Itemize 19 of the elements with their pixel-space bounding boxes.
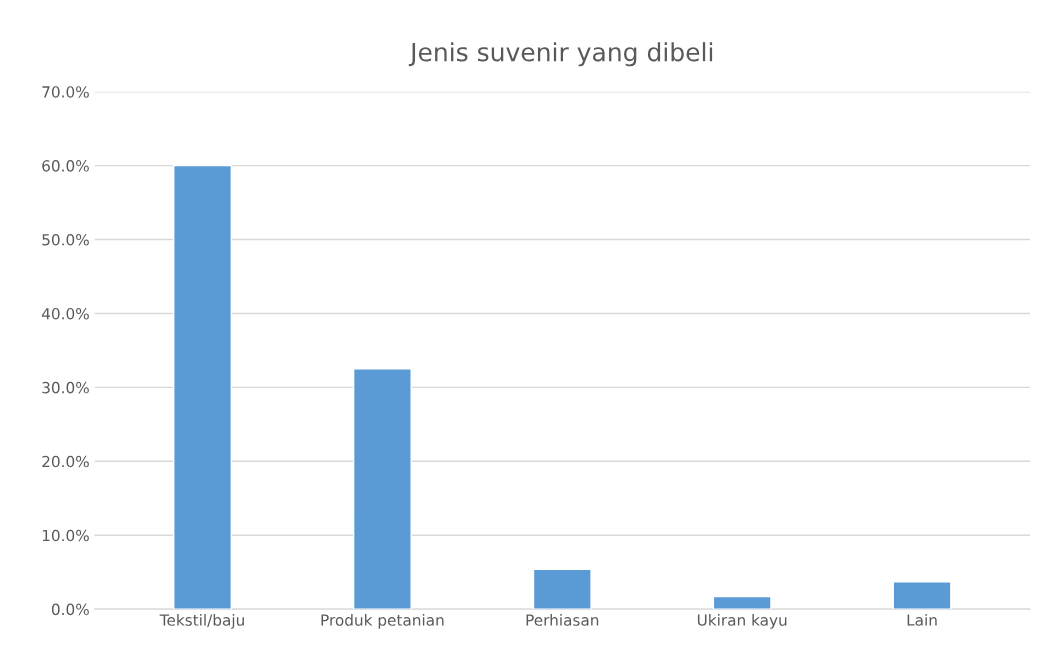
bar — [532, 568, 592, 610]
y-tick-label: 10.0% — [42, 529, 89, 542]
y-tick-label: 50.0% — [42, 234, 89, 246]
y-tick-label: 60.0% — [42, 160, 89, 172]
bar — [712, 595, 772, 610]
bar — [173, 164, 232, 610]
x-tick-label: Produk petanian — [321, 614, 444, 629]
x-tick-label: Ukiran kayu — [697, 614, 787, 629]
y-tick-label: 20.0% — [42, 455, 89, 468]
chart-title: Jenis suvenir yang dibeli — [408, 42, 713, 67]
bar — [892, 581, 952, 610]
x-tick-label: Perhiasan — [526, 614, 599, 626]
y-tick-label: 30.0% — [42, 381, 89, 394]
x-tick-label: Lain — [907, 614, 937, 626]
bar — [352, 368, 412, 610]
x-tick-label: Tekstil/baju — [159, 614, 244, 629]
y-tick-label: 0.0% — [51, 603, 89, 616]
y-tick-label: 40.0% — [41, 307, 89, 320]
y-tick-label: 70.0% — [42, 86, 89, 98]
